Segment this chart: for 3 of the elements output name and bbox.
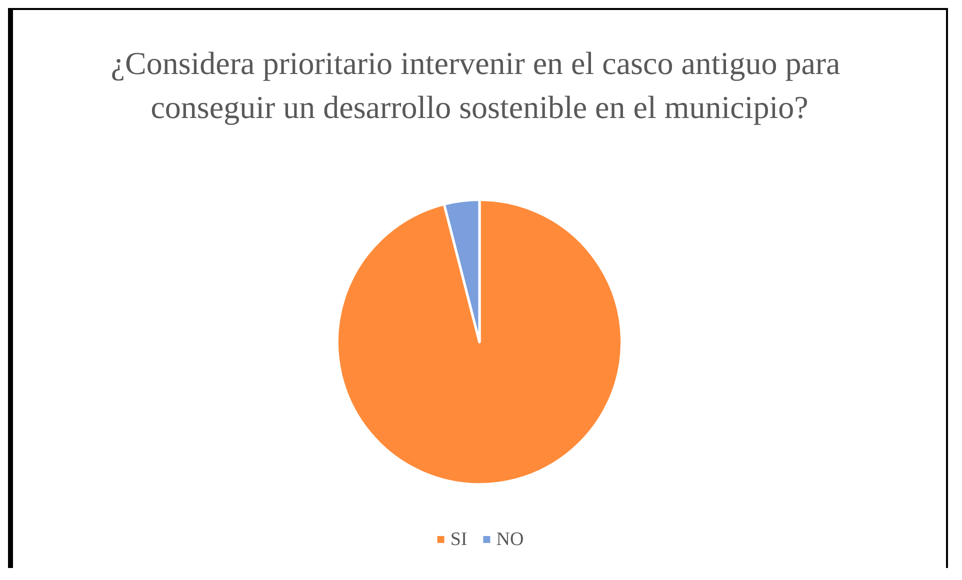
legend-label: SI — [450, 529, 468, 550]
legend-label: NO — [496, 529, 524, 550]
chart-title: ¿Considera prioritario intervenir en el casco antiguo para conseguir un desarrollo sostenible en el municipio? — [110, 45, 848, 125]
